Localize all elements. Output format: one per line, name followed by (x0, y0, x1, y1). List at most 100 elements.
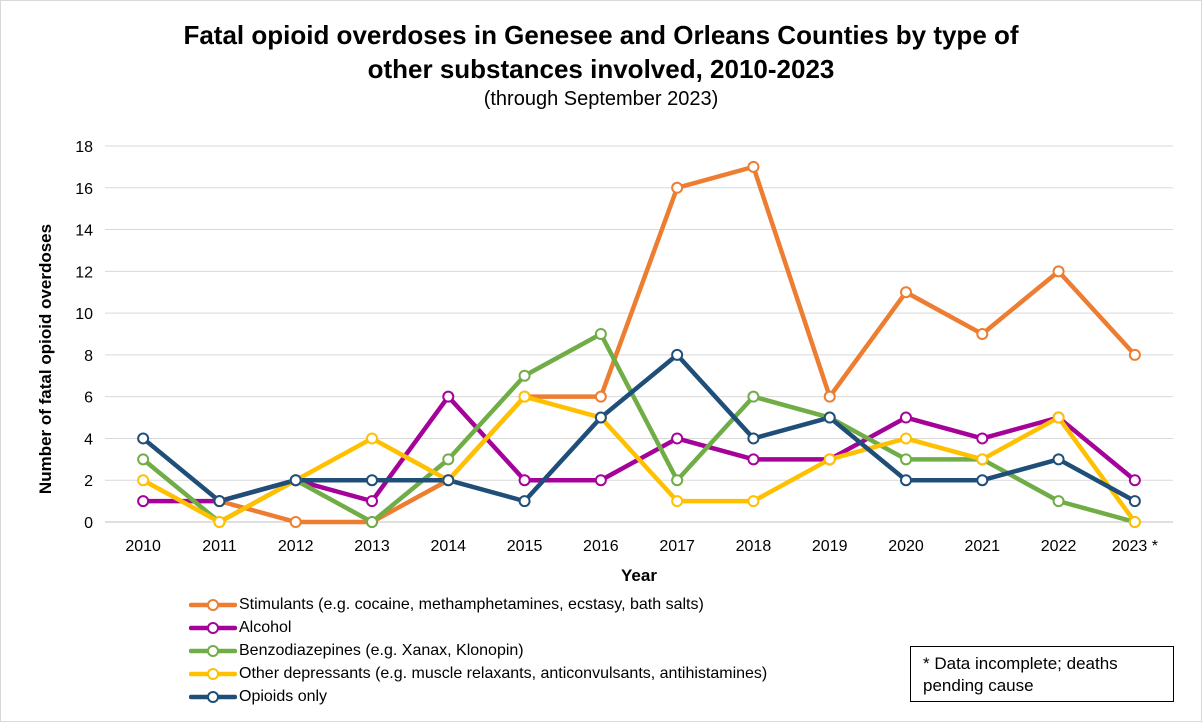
legend-swatch-marker (207, 621, 219, 634)
y-tick-label: 6 (84, 390, 93, 407)
data-point (823, 453, 836, 466)
data-point (518, 390, 531, 403)
legend-swatch (189, 621, 237, 634)
legend-swatch (189, 667, 237, 680)
data-point (289, 516, 302, 528)
legend-swatch (189, 598, 237, 611)
data-point (366, 516, 378, 528)
data-point (594, 328, 607, 340)
y-axis-title: Number of fatal opioid overdoses (36, 224, 55, 494)
gridlines (105, 145, 1173, 523)
data-point (747, 160, 760, 173)
data-point (366, 474, 378, 487)
series-line-2 (140, 331, 1138, 525)
legend-item: Opioids only (189, 685, 767, 708)
data-point (747, 495, 760, 508)
series-points (137, 160, 1141, 528)
legend-item: Alcohol (189, 616, 767, 639)
x-axis-title: Year (621, 566, 657, 585)
y-tick-label: 14 (75, 223, 93, 240)
data-point (518, 369, 531, 382)
y-tick-label: 4 (84, 431, 93, 448)
data-point (976, 432, 989, 445)
legend-label: Opioids only (239, 687, 328, 705)
data-point (671, 474, 684, 487)
x-tick-label: 2011 (202, 538, 237, 555)
series-line-1 (140, 394, 1138, 504)
legend-swatch (189, 690, 237, 703)
y-tick-label: 2 (84, 473, 93, 490)
data-point (976, 453, 989, 466)
data-point (594, 411, 607, 424)
data-point (366, 495, 378, 508)
data-note: * Data incomplete; deaths pending cause (910, 646, 1174, 702)
data-point (900, 474, 912, 487)
chart-title-line-2: other substances involved, 2010-2023 (367, 54, 835, 84)
data-point (518, 495, 531, 508)
data-point (823, 390, 836, 403)
data-point (594, 474, 607, 487)
data-note-line-2: pending cause (923, 676, 1034, 695)
y-tick-label: 18 (75, 139, 93, 156)
data-point (442, 390, 455, 403)
data-point (213, 495, 226, 508)
series-lines (140, 164, 1138, 525)
data-point (671, 348, 684, 361)
data-point (442, 453, 455, 466)
chart-title-line-1: Fatal opioid overdoses in Genesee and Or… (183, 20, 1019, 50)
data-point (747, 432, 760, 445)
x-tick-label: 2022 (1041, 538, 1077, 555)
data-point (747, 453, 760, 466)
legend-item: Other depressants (e.g. muscle relaxants… (189, 662, 767, 685)
x-tick-label: 2021 (964, 538, 1000, 555)
data-point (137, 474, 150, 487)
data-point (900, 286, 912, 299)
data-point (137, 432, 150, 445)
data-point (213, 516, 226, 528)
legend: Stimulants (e.g. cocaine, methamphetamin… (189, 593, 767, 708)
data-point (671, 495, 684, 508)
x-tick-label: 2015 (507, 538, 543, 555)
legend-swatch-marker (207, 644, 219, 657)
data-point (1128, 474, 1141, 487)
x-tick-label: 2012 (278, 538, 314, 555)
x-tick-label: 2013 (354, 538, 390, 555)
data-point (289, 474, 302, 487)
x-tick-label: 2018 (736, 538, 772, 555)
data-point (442, 474, 455, 487)
chart-subtitle: (through September 2023) (483, 88, 719, 110)
y-tick-label: 8 (84, 348, 93, 365)
x-tick-label: 2010 (125, 538, 161, 555)
data-point (671, 181, 684, 194)
data-point (518, 474, 531, 487)
series-line-3 (140, 394, 1138, 525)
data-point (594, 390, 607, 403)
x-tick-label: 2019 (812, 538, 848, 555)
data-point (747, 390, 760, 403)
x-tick-label: 2023 * (1112, 538, 1158, 555)
data-note-line-1: * Data incomplete; deaths (923, 654, 1118, 673)
data-point (137, 495, 150, 508)
data-point (671, 432, 684, 445)
data-point (1128, 516, 1141, 528)
legend-item: Stimulants (e.g. cocaine, methamphetamin… (189, 593, 767, 616)
legend-swatch-marker (207, 667, 219, 680)
x-tick-label: 2014 (430, 538, 466, 555)
x-tick-label: 2020 (888, 538, 924, 555)
y-tick-label: 0 (84, 515, 93, 532)
data-point (900, 432, 912, 445)
data-point (1052, 411, 1065, 424)
data-point (823, 411, 836, 424)
x-tick-label: 2017 (659, 538, 695, 555)
y-tick-label: 16 (75, 181, 93, 198)
series-line-4 (140, 352, 1138, 504)
data-point (976, 328, 989, 340)
data-point (900, 453, 912, 466)
y-tick-label: 12 (75, 264, 93, 281)
y-axis-ticks: 0 2 4 6 8 10 12 14 16 18 (75, 139, 93, 532)
legend-swatch-marker (207, 690, 219, 703)
legend-swatch (189, 644, 237, 657)
legend-label: Alcohol (239, 618, 292, 636)
